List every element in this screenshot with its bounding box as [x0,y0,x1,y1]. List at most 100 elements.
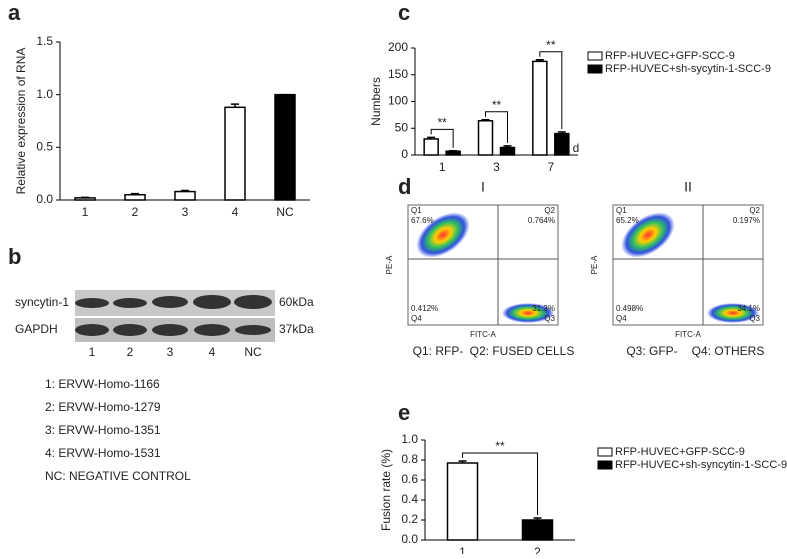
bar [445,150,461,156]
quadrant-name: Q1 [616,206,627,215]
y-tick-label: 0.2 [401,512,418,526]
x-tick-label: 1 [82,205,89,219]
legend-label: RFP-HUVEC+sh-syncytin-1-SCC-9 [615,459,787,471]
significance-label: ** [495,439,505,453]
bar [74,197,96,201]
row-label: syncytin-1 [15,295,69,309]
blot [75,290,275,342]
error-bar [427,136,436,139]
lane-label: 2 [127,345,134,359]
x-tick-label: 1 [459,545,466,554]
significance-label: ** [492,98,502,112]
bar [423,138,439,156]
error-bar [449,149,458,152]
x-tick-label: 3 [493,160,500,174]
x-tick-label: 2 [534,545,541,554]
significance-bracket [462,452,538,515]
y-tick-label: 150 [388,67,408,81]
x-tick-label: 4 [232,205,239,219]
legend-line: 4: ERVW-Homo-1531 [45,446,161,460]
legend-swatch [587,64,603,74]
quadrant-percent: 0.764% [528,216,555,225]
error-bar [131,192,139,195]
panel-label: e [398,400,410,425]
lane-label: 4 [209,345,216,359]
bar [499,146,516,156]
legend-line: NC: NEGATIVE CONTROL [45,469,191,483]
significance-bracket [430,128,454,148]
quadrant-name: Q4 [411,314,422,323]
y-tick-label: 0.0 [401,532,418,546]
bar [274,93,296,201]
panel-label: a [8,0,21,25]
legend-swatch [597,460,613,470]
legend-swatch [587,51,603,61]
lane-label: 1 [89,345,96,359]
significance-bracket [485,111,508,143]
quadrant-name: Q2 [749,206,760,215]
error-bar [535,59,544,62]
y-tick-label: 0.5 [36,140,53,154]
y-axis-label: PE-A [590,255,599,274]
legend-label: RFP-HUVEC+GFP-SCC-9 [605,50,735,62]
y-tick-label: 0.6 [401,472,418,486]
x-tick-label: 1 [439,160,446,174]
plot-label: II [684,179,692,195]
legend-swatch [597,447,613,457]
y-tick-label: 0.8 [401,452,418,466]
quadrant-name: Q3 [544,314,555,323]
bar [554,132,570,156]
y-tick-label: 0 [401,147,408,161]
quadrant-name: Q3 [749,314,760,323]
quadrant-percent: 67.6% [411,216,434,225]
quadrant-percent: 0.498% [616,304,643,313]
panel-label: c [398,0,410,25]
quadrant-percent: 0.412% [411,304,438,313]
caption: Q4: OTHERS [692,344,765,358]
legend-line: 2: ERVW-Homo-1279 [45,400,161,414]
panel-label: d [398,174,411,199]
quadrant-percent: 31.3% [532,304,555,313]
caption: Q2: FUSED CELLS [470,344,575,358]
density-blob [416,212,470,258]
significance-label: ** [546,38,556,52]
y-tick-label: 50 [395,120,409,134]
y-axis-label: PE-A [385,255,394,274]
caption: Q3: GFP- [626,344,677,358]
y-tick-label: 1.5 [36,34,53,48]
error-bar [458,460,467,463]
bar [124,193,146,201]
bar [446,462,479,541]
size-label: 60kDa [279,295,314,309]
x-tick-label: 2 [132,205,139,219]
y-tick-label: 0.4 [401,492,418,506]
error-bar [81,196,89,199]
quadrant-percent: 34.1% [737,304,760,313]
bar [532,60,548,156]
legend-line: 3: ERVW-Homo-1351 [45,423,161,437]
x-tick-label: NC [276,205,294,219]
density-blob [707,303,759,323]
error-bar [533,517,542,520]
bar [521,519,554,541]
density-blob [502,303,554,323]
quadrant-percent: 65.2% [616,216,639,225]
error-bar [181,189,189,192]
legend-line: 1: ERVW-Homo-1166 [45,377,160,391]
x-axis-label: FITC-A [675,330,701,339]
quadrant-name: Q1 [411,206,422,215]
lane-label: 3 [167,345,174,359]
significance-bracket [539,51,563,129]
x-tick-label: 7 [547,160,554,174]
row-label: GAPDH [15,322,58,336]
significance-label: ** [437,116,447,130]
x-axis-label: d [573,141,580,155]
y-tick-label: 0.0 [36,192,53,206]
legend-label: RFP-HUVEC+GFP-SCC-9 [615,446,745,458]
legend-label: RFP-HUVEC+sh-sycytin-1-SCC-9 [605,63,771,75]
quadrant-percent: 0.197% [733,216,760,225]
error-bar [481,118,490,121]
x-tick-label: 3 [182,205,189,219]
quadrant-name: Q2 [544,206,555,215]
y-tick-label: 1.0 [401,432,418,446]
